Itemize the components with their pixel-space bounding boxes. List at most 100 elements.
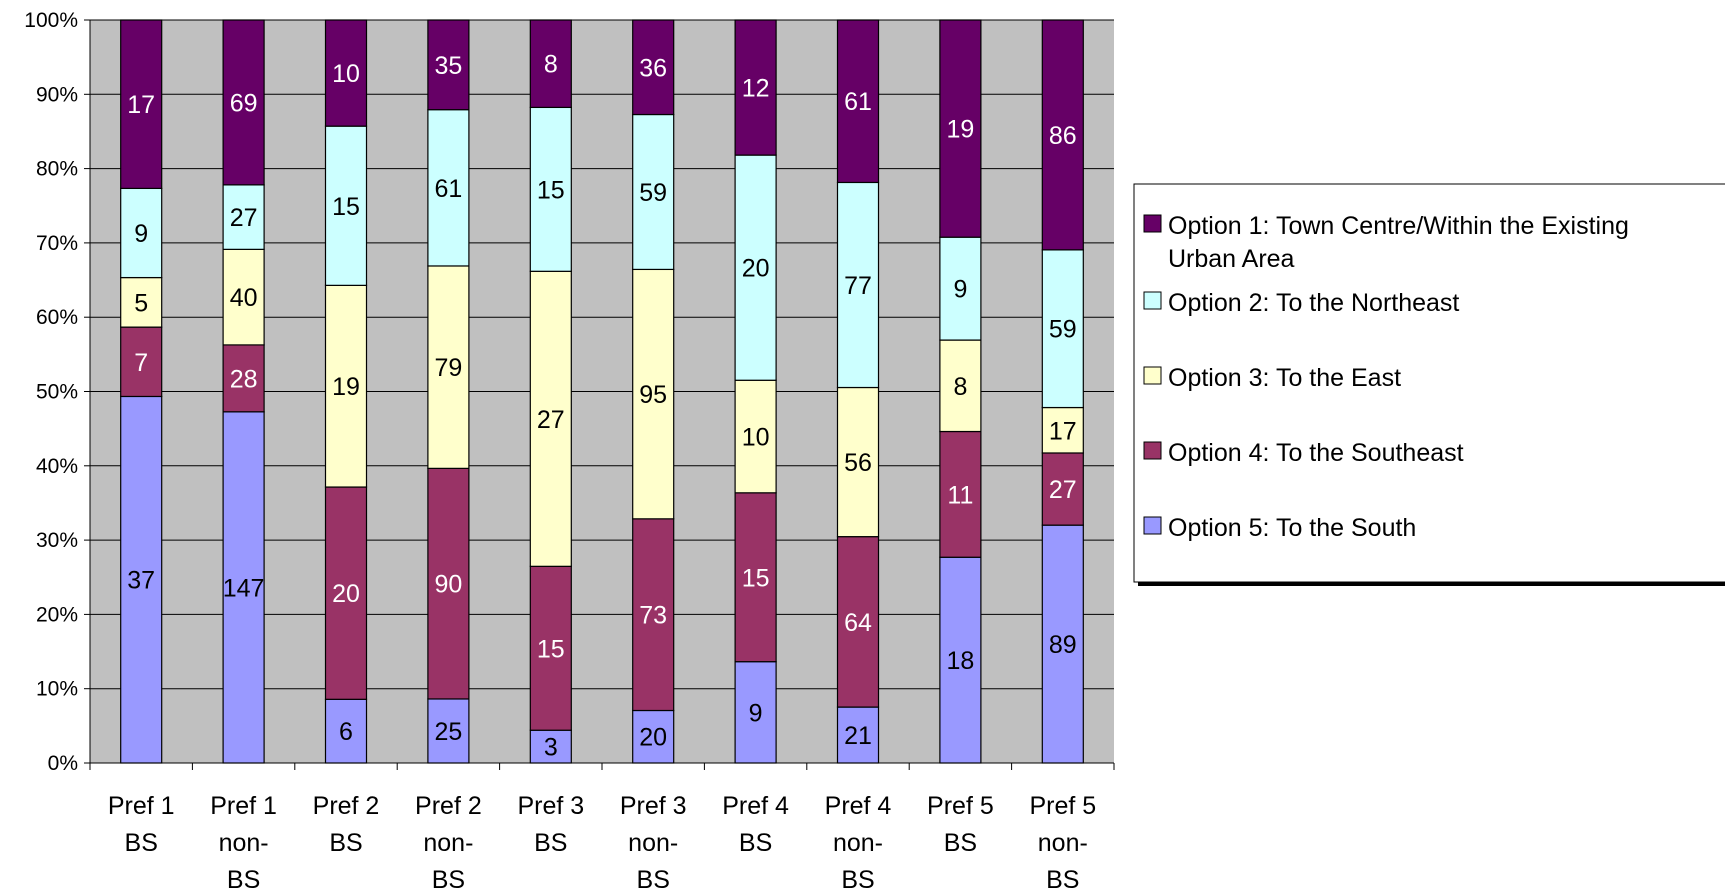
bar-segment <box>1041 19 1084 251</box>
data-label: 27 <box>230 204 258 232</box>
data-label: 27 <box>537 406 565 434</box>
data-label: 86 <box>1049 122 1077 150</box>
bar-segment <box>427 19 470 111</box>
data-label: 73 <box>639 602 667 630</box>
x-tick-label-line: non- <box>423 829 473 857</box>
x-tick-label-line: Pref 5 <box>927 792 994 820</box>
data-label: 59 <box>1049 316 1077 344</box>
data-label: 59 <box>639 179 667 207</box>
x-tick-label: Pref 2 BS <box>313 792 380 857</box>
x-tick-label: Pref 5 non- BS <box>1029 792 1096 890</box>
y-tick-label: 20% <box>36 603 78 626</box>
legend-label-line: Option 5: To the South <box>1168 514 1416 542</box>
legend-label: Option 3: To the East <box>1168 364 1401 392</box>
data-label: 18 <box>946 647 974 675</box>
legend-swatch <box>1143 366 1162 385</box>
legend: Option 1: Town Centre/Within the Existin… <box>1133 183 1725 586</box>
x-tick-label-line: Pref 2 <box>313 792 380 820</box>
bar-segment <box>836 536 880 708</box>
y-tick-label: 60% <box>36 306 78 329</box>
bar-segment <box>529 19 572 109</box>
data-label: 37 <box>127 567 155 595</box>
legend-label: Option 1: Town Centre/Within the Existin… <box>1168 212 1629 273</box>
data-label: 10 <box>742 424 770 452</box>
data-label: 35 <box>434 52 462 80</box>
bar-segment <box>939 19 982 238</box>
data-label: 89 <box>1049 631 1077 659</box>
bar-segment <box>836 386 880 538</box>
data-label: 36 <box>639 54 667 82</box>
bar-segment <box>632 113 675 271</box>
bar-segment <box>120 19 163 190</box>
data-label: 19 <box>946 116 974 144</box>
x-tick-label-line: Pref 3 <box>517 792 584 820</box>
bar-segment <box>120 187 163 279</box>
data-label: 15 <box>537 176 565 204</box>
y-tick-label: 70% <box>36 232 78 255</box>
bar-segment <box>632 709 675 764</box>
data-label: 12 <box>742 75 770 103</box>
data-label: 8 <box>544 51 558 79</box>
x-tick-label-line: non- <box>833 829 883 857</box>
y-tick-label: 10% <box>36 678 78 701</box>
x-tick-label-line: BS <box>534 829 567 857</box>
y-axis-tick-labels: 0% 10% 20% 30% 40% 50% 60% 70% 80% 90% 100% <box>24 9 78 775</box>
data-label: 79 <box>434 354 462 382</box>
data-label: 56 <box>844 449 872 477</box>
data-label: 3 <box>544 734 558 762</box>
bar-segment <box>120 326 163 398</box>
bar-segment <box>1041 249 1084 409</box>
bar-segment <box>222 19 265 186</box>
x-tick-label: Pref 3 non- BS <box>620 792 687 890</box>
bar-segment <box>529 106 572 272</box>
x-tick-label-line: BS <box>125 829 158 857</box>
data-label: 7 <box>134 349 148 377</box>
bar-segment <box>120 276 163 328</box>
bar-segment <box>529 729 572 764</box>
x-tick-label-line: BS <box>637 866 670 890</box>
data-label: 17 <box>127 91 155 119</box>
y-tick-label: 40% <box>36 455 78 478</box>
x-tick-label-line: BS <box>227 866 260 890</box>
legend-items: Option 1: Town Centre/Within the Existin… <box>1143 212 1629 542</box>
legend-label-line: Urban Area <box>1168 245 1295 273</box>
y-tick-label: 50% <box>36 381 78 404</box>
data-label: 8 <box>953 373 967 401</box>
data-label: 10 <box>332 60 360 88</box>
x-tick-label-line: non- <box>1038 829 1088 857</box>
x-tick-label-line: Pref 2 <box>415 792 482 820</box>
bar-segment <box>427 467 470 700</box>
data-label: 9 <box>953 276 967 304</box>
data-label: 20 <box>639 724 667 752</box>
data-label: 61 <box>844 88 872 116</box>
bar-segment <box>324 19 368 127</box>
x-tick-label-line: Pref 4 <box>825 792 892 820</box>
data-label: 21 <box>844 722 872 750</box>
data-label: 19 <box>332 373 360 401</box>
bar-segment <box>632 19 675 116</box>
legend-label-line: Option 2: To the Northeast <box>1168 289 1459 317</box>
bar-segment <box>529 565 572 731</box>
x-axis-tick-labels: Pref 1 BS Pref 1 non- BS Pref 2 BS Pref 2 non- BS… <box>108 792 1096 890</box>
x-tick-label-line: non- <box>219 829 269 857</box>
legend-label-line: Option 1: Town Centre/Within the Existin… <box>1168 212 1629 240</box>
data-label: 11 <box>947 481 973 509</box>
x-tick-label: Pref 4 BS <box>722 792 789 857</box>
data-label: 20 <box>742 255 770 283</box>
legend-swatch <box>1143 441 1162 460</box>
bar-segment <box>120 395 163 764</box>
data-label: 25 <box>434 718 462 746</box>
x-tick-label-line: Pref 5 <box>1029 792 1096 820</box>
x-tick-label: Pref 1 BS <box>108 792 175 857</box>
x-tick-label: Pref 5 BS <box>927 792 994 857</box>
legend-box <box>1133 183 1725 583</box>
legend-swatch <box>1143 516 1162 535</box>
axes-group <box>84 19 1115 770</box>
bar-segment <box>836 19 880 184</box>
y-tick-label: 90% <box>36 83 78 106</box>
x-tick-label-line: BS <box>944 829 977 857</box>
legend-label: Option 2: To the Northeast <box>1168 289 1459 317</box>
bar-segment <box>836 181 880 389</box>
legend-label: Option 5: To the South <box>1168 514 1416 542</box>
